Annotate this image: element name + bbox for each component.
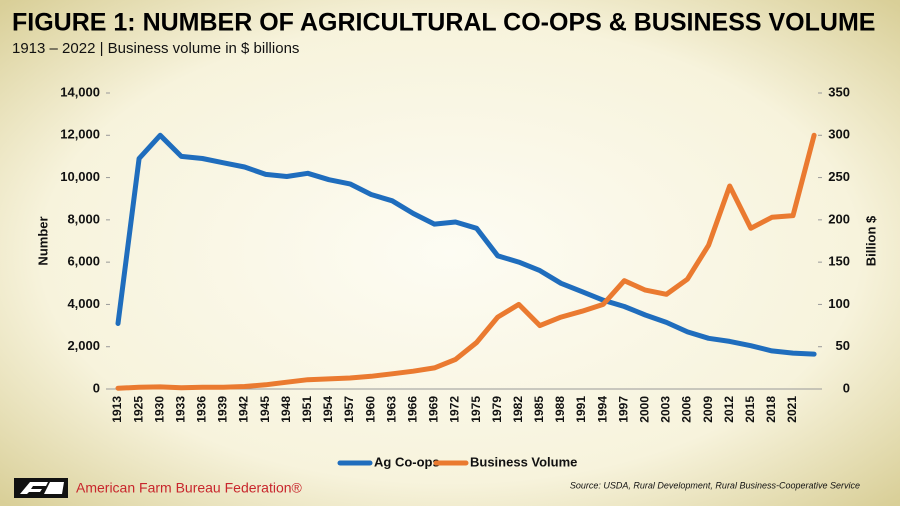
x-tick-label: 1913 xyxy=(110,396,124,423)
x-tick-label: 1963 xyxy=(384,396,398,423)
organization: American Farm Bureau Federation® xyxy=(76,480,303,496)
x-tick-label: 1997 xyxy=(616,396,630,423)
x-tick-label: 1936 xyxy=(195,396,209,423)
x-tick-label: 1988 xyxy=(553,396,567,423)
chart-title: FIGURE 1: NUMBER OF AGRICULTURAL CO-OPS … xyxy=(12,9,875,37)
x-tick-label: 1945 xyxy=(258,396,272,423)
series-line xyxy=(115,132,817,391)
x-tick-label: 1954 xyxy=(321,396,335,423)
series-line xyxy=(115,132,817,357)
legend-label: Ag Co-ops xyxy=(374,454,440,469)
x-tick-label: 2009 xyxy=(701,396,715,423)
x-tick-label: 1969 xyxy=(427,396,441,423)
y-tick-label: 8,000 xyxy=(67,211,100,226)
y2-tick-label: 50 xyxy=(836,338,850,353)
y-tick-label: 4,000 xyxy=(67,296,100,311)
x-tick-label: 1960 xyxy=(363,396,377,423)
x-tick-label: 2015 xyxy=(743,396,757,423)
legend-label: Business Volume xyxy=(470,454,577,469)
x-tick-label: 1972 xyxy=(448,396,462,423)
x-tick-label: 1991 xyxy=(574,396,588,423)
x-tick-label: 2018 xyxy=(764,396,778,423)
x-tick-label: 2012 xyxy=(722,396,736,423)
y-tick-label: 0 xyxy=(93,380,100,395)
y2-tick-label: 350 xyxy=(828,84,850,99)
y-tick-label: 12,000 xyxy=(60,127,100,142)
legend: Ag Co-ops Business Volume xyxy=(337,454,577,469)
x-tick-label: 1930 xyxy=(152,396,166,423)
y2-tick-label: 250 xyxy=(828,169,850,184)
y2-axis-title: Billion $ xyxy=(863,215,878,266)
x-tick-label: 1942 xyxy=(237,396,251,423)
chart-subtitle: 1913 – 2022 | Business volume in $ billi… xyxy=(12,40,299,57)
x-tick-label: 1925 xyxy=(131,396,145,423)
y2-tick-label: 150 xyxy=(828,254,850,269)
y2-tick-label: 100 xyxy=(828,296,850,311)
x-tick-label: 1966 xyxy=(405,396,419,423)
x-tick-label: 1982 xyxy=(511,396,525,423)
x-tick-label: 1948 xyxy=(279,396,293,423)
y-tick-label: 6,000 xyxy=(67,254,100,269)
x-tick-label: 1951 xyxy=(300,396,314,423)
x-tick-label: 2021 xyxy=(785,396,799,423)
x-tick-label: 2006 xyxy=(680,396,694,423)
y2-tick-label: 200 xyxy=(828,211,850,226)
y-axis-title: Number xyxy=(35,216,50,265)
logo-glyph xyxy=(20,482,64,494)
source-note: Source: USDA, Rural Development, Rural B… xyxy=(570,480,860,490)
x-tick-label: 1933 xyxy=(173,396,187,423)
x-tick-label: 1979 xyxy=(490,396,504,423)
x-tick-label: 1957 xyxy=(342,396,356,423)
x-tick-label: 1994 xyxy=(595,396,609,423)
y2-tick-label: 300 xyxy=(828,127,850,142)
logo xyxy=(14,478,68,498)
y-tick-label: 14,000 xyxy=(60,84,100,99)
y-tick-label: 10,000 xyxy=(60,169,100,184)
x-tick-label: 2003 xyxy=(659,396,673,423)
x-tick-label: 1939 xyxy=(216,396,230,423)
y2-tick-label: 0 xyxy=(843,380,850,395)
x-tick-label: 2000 xyxy=(638,396,652,423)
y-tick-label: 2,000 xyxy=(67,338,100,353)
x-tick-label: 1975 xyxy=(469,396,483,423)
x-tick-label: 1985 xyxy=(532,396,546,423)
